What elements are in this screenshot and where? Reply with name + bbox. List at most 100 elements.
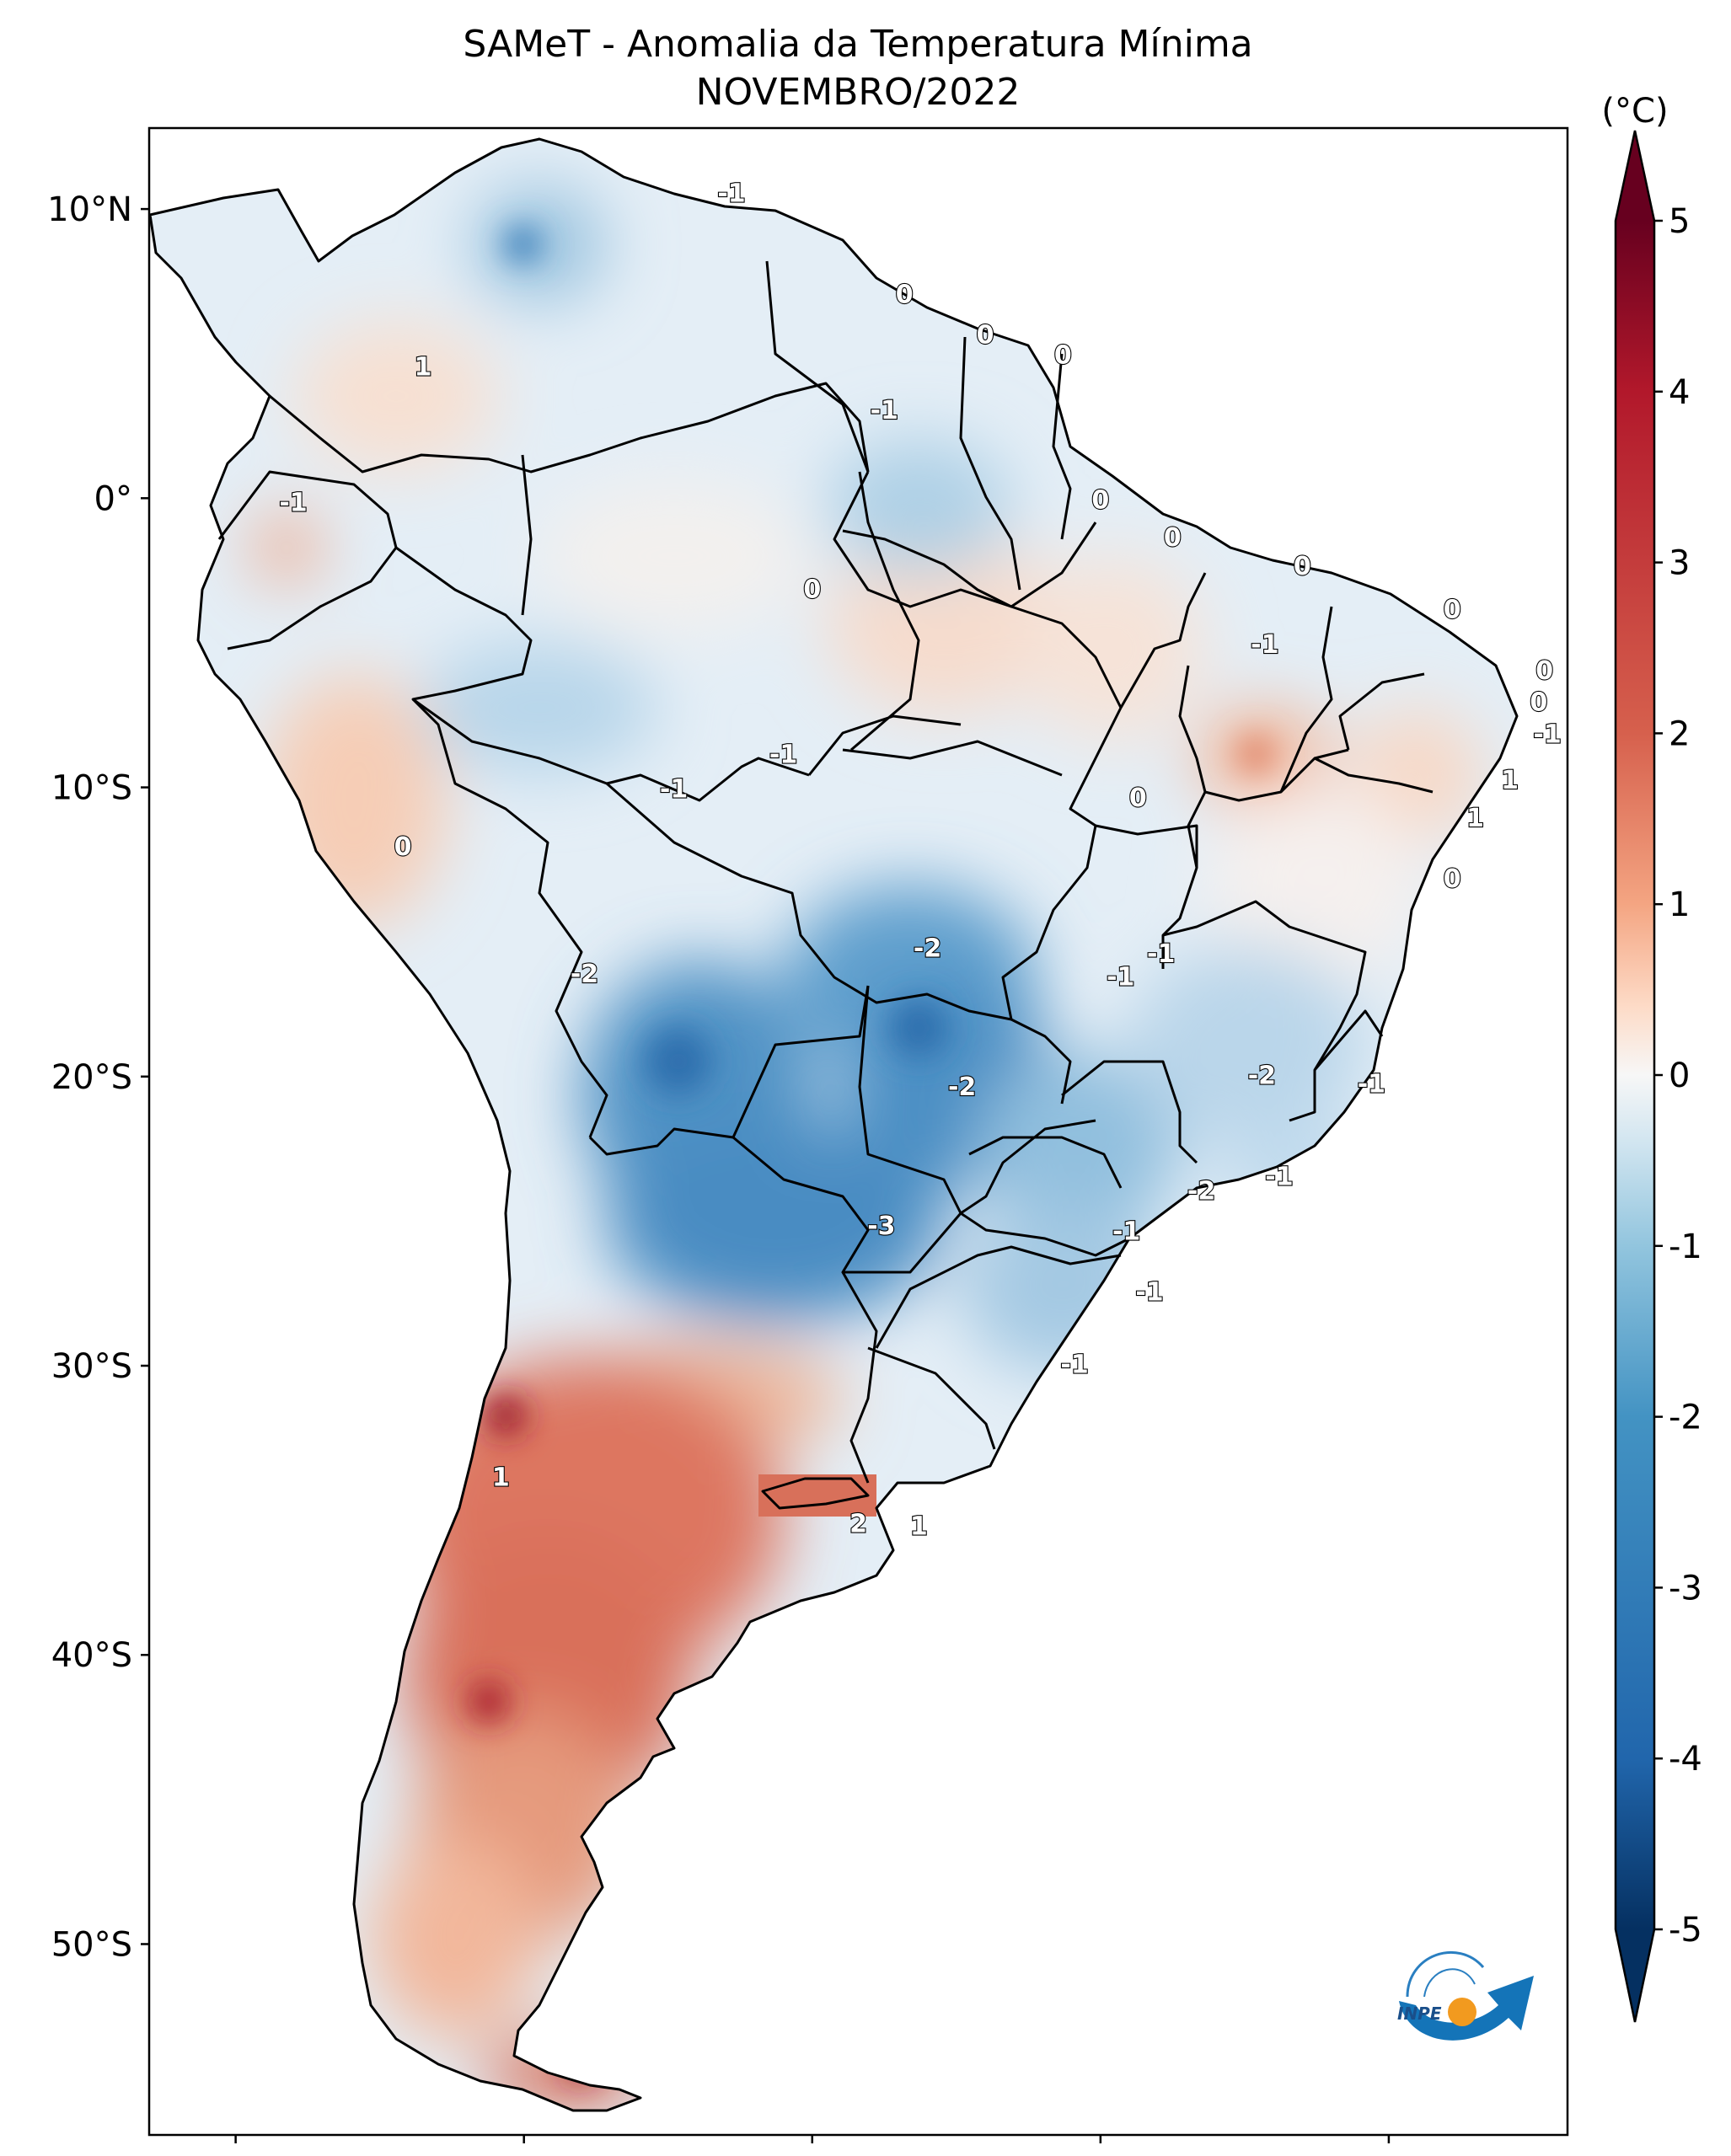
contour-label: 0 [977, 321, 994, 350]
border-uruguay-brazil [867, 1346, 996, 1450]
contour-label: -1 [660, 774, 688, 804]
border-colombia-venezuela [269, 382, 870, 473]
colorbar-tick-label: 1 [1669, 885, 1690, 924]
border-rs-sc [875, 1245, 1122, 1349]
lon-tick-label: 60°W [766, 2153, 859, 2156]
border-al-se [1314, 757, 1434, 794]
contour-label: 0 [1444, 596, 1461, 625]
colorbar-body [1616, 221, 1654, 1929]
contour-label: -1 [717, 179, 745, 208]
colorbar-tick-label: -4 [1669, 1740, 1702, 1779]
falklands-coast [761, 1477, 870, 1510]
boundaries [148, 137, 1519, 2112]
border-ba-go [1187, 791, 1207, 869]
coastline [148, 137, 1519, 2112]
contour-label: -3 [867, 1212, 895, 1241]
contour-label: -1 [871, 396, 898, 425]
contour-label: 0 [1444, 864, 1461, 894]
border-pr-sc [960, 1212, 1130, 1257]
contour-label: -2 [914, 934, 941, 963]
border-paraguay [732, 985, 962, 1274]
colorbar-tick-label: -3 [1669, 1569, 1702, 1608]
colorbar-tick-label: 2 [1669, 714, 1690, 753]
border-es [1313, 1009, 1384, 1071]
border-sp-mg [1061, 1060, 1198, 1164]
latitude-ticks: 10°N 0° 10°S 20°S 30°S 40°S 50°S [47, 190, 149, 1964]
border-go-ms [1001, 824, 1198, 1020]
contour-label: -1 [1265, 1162, 1293, 1191]
contour-label: -2 [948, 1073, 976, 1102]
border-colombia-inner [521, 454, 533, 616]
border-am-pa-north [850, 471, 920, 752]
contour-label: 0 [1294, 552, 1311, 581]
colorbar-tick-label: 0 [1669, 1057, 1690, 1095]
contour-label: 0 [1054, 341, 1072, 371]
colorbar: (°C) 5 4 3 2 1 0 -1 -2 -3 -4 -5 [1601, 92, 1702, 2023]
border-ma-pi [1119, 572, 1207, 709]
contour-label: -1 [769, 740, 797, 769]
title-line-2: NOVEMBRO/2022 [696, 71, 1021, 114]
contour-label: -1 [1533, 720, 1561, 749]
contour-label: 0 [1535, 656, 1553, 686]
colorbar-tick-label: 4 [1669, 373, 1690, 412]
contour-label: 0 [1530, 688, 1547, 718]
contour-label: 1 [910, 1512, 928, 1542]
contour-label: -1 [1147, 939, 1175, 969]
border-ba-pi [1178, 665, 1349, 802]
border-sp-pr [968, 1136, 1123, 1189]
border-brazil-paraguay [960, 1119, 1096, 1215]
border-suriname-fguiana [1052, 353, 1072, 540]
lon-tick-label: 40°W [1342, 2153, 1435, 2156]
inpe-logo: INPE [1397, 1951, 1534, 2041]
border-pe [1338, 672, 1425, 751]
contour-label: -2 [1187, 1177, 1215, 1206]
lat-tick-label: 10°S [51, 769, 132, 808]
lat-tick-label: 0° [94, 479, 132, 518]
colorbar-ticks: 5 4 3 2 1 0 -1 -2 -3 -4 -5 [1654, 202, 1702, 1950]
longitude-ticks: 80°W 70°W 60°W 50°W 40°W [189, 2135, 1435, 2156]
contour-label: 2 [849, 1509, 867, 1538]
border-peru-bolivia [411, 698, 608, 1138]
contour-label: -1 [1060, 1351, 1088, 1380]
contour-label: 0 [394, 832, 412, 862]
lat-tick-label: 10°N [47, 190, 132, 229]
border-tocantins [1069, 707, 1123, 827]
border-guyana-venezuela [765, 260, 870, 473]
border-am-pa [842, 740, 1063, 777]
border-argentina-uruguay [841, 1271, 878, 1484]
border-bolivia-brazil [606, 782, 1072, 1105]
inpe-logo-wordmark: INPE [1397, 2004, 1442, 2024]
lat-tick-label: 30°S [51, 1347, 132, 1386]
inpe-logo-inner-arc [1423, 1968, 1476, 1998]
lat-tick-label: 20°S [51, 1058, 132, 1097]
contour-label: 1 [492, 1463, 510, 1492]
border-bolivia-paraguay-argentina [588, 985, 870, 1156]
colorbar-tick-label: -5 [1669, 1911, 1702, 1950]
border-mg [1162, 900, 1367, 1122]
contour-label: -1 [1112, 1217, 1140, 1247]
contour-label: -2 [1248, 1061, 1276, 1090]
border-ac-ro [807, 714, 962, 776]
contour-label: 1 [1466, 804, 1484, 833]
colorbar-tick-label: -2 [1669, 1399, 1702, 1437]
border-peru-bolivia-north [606, 757, 810, 802]
lon-tick-label: 70°W [477, 2153, 570, 2156]
contour-label: 1 [1501, 766, 1519, 795]
colorbar-tick-label: 5 [1669, 202, 1690, 241]
inpe-logo-dot [1448, 1998, 1476, 2026]
border-guyana-suriname [959, 336, 1021, 591]
contour-label: -1 [1107, 963, 1134, 992]
colorbar-tick-label: 3 [1669, 544, 1690, 583]
contour-label: 1 [415, 352, 432, 382]
inpe-logo-arc [1406, 1951, 1485, 1998]
colorbar-upper-extension [1616, 131, 1654, 221]
contour-label: 0 [1164, 523, 1182, 553]
contour-label: -1 [279, 489, 307, 518]
border-pi-ce [1279, 606, 1333, 793]
inpe-logo-swoosh [1399, 1976, 1534, 2041]
border-colombia-peru-brazil [395, 546, 608, 785]
contour-label: 0 [1091, 485, 1109, 515]
contour-label: -1 [1251, 630, 1278, 660]
